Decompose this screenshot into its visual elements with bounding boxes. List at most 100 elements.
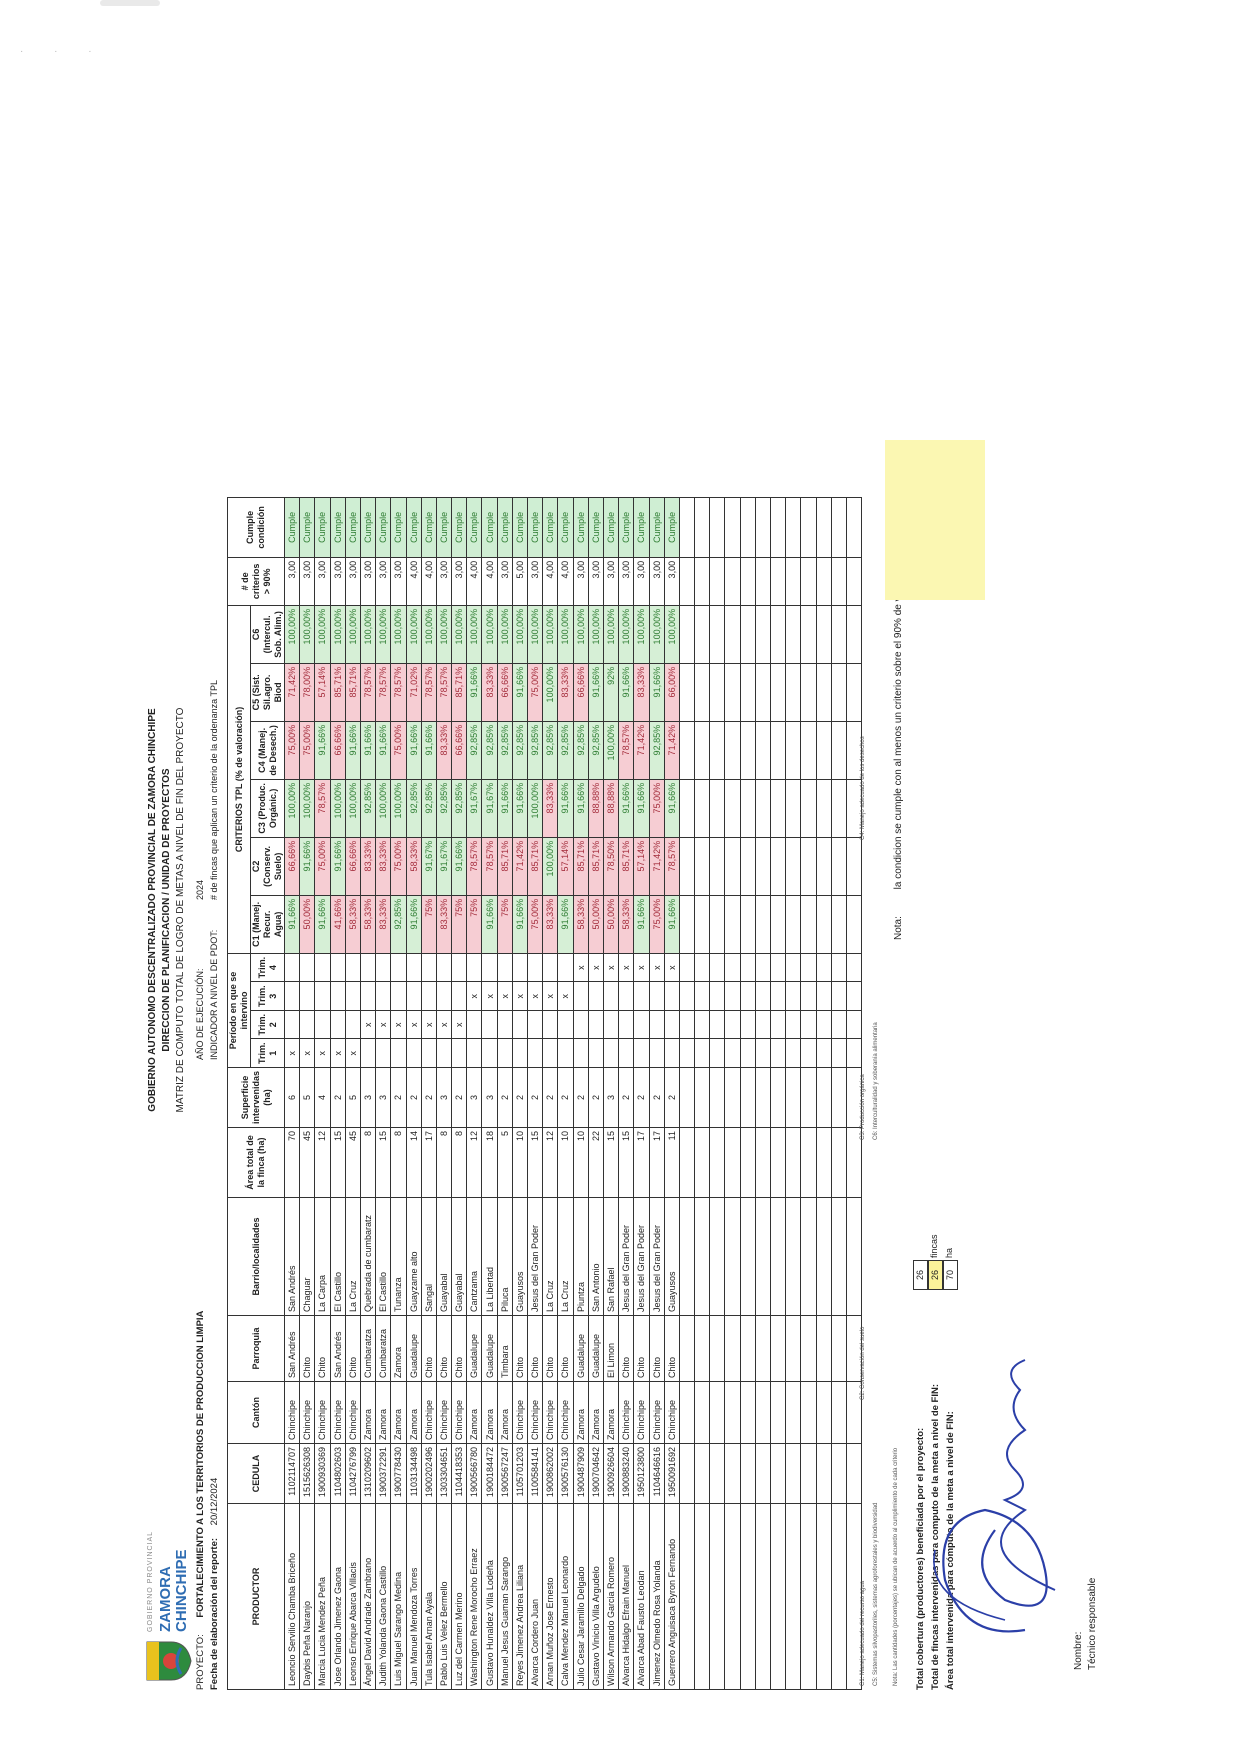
- empty-cell: [755, 779, 771, 838]
- empty-cell: [770, 557, 786, 606]
- empty-cell: [679, 1010, 695, 1039]
- empty-cell: [694, 1127, 710, 1198]
- cell-c3: 100,00%: [284, 779, 300, 838]
- condition-note: Nota: la condicion se cumple con al meno…: [893, 556, 904, 940]
- cell-t4: x: [633, 953, 649, 982]
- cell-par: Guadalupe: [573, 1315, 589, 1382]
- cell-t4: [375, 953, 391, 982]
- cell-c2: 78,57%: [466, 837, 482, 896]
- cell-t1: x: [345, 1038, 361, 1068]
- cell-c6: 100,00%: [588, 605, 604, 664]
- cell-c6: 100,00%: [406, 605, 422, 664]
- cell-n: 3,00: [633, 557, 649, 606]
- table-row: Tula Isabel Arnan Ayala 1900202496 Chinchi…: [421, 497, 437, 1690]
- col-superficie: Superficie intervenidas (ha): [227, 1067, 285, 1128]
- col-c6: C6 (Intercul. Sob. Alim.): [250, 605, 285, 664]
- cell-c2: 85,71%: [618, 837, 634, 896]
- cell-t2: x: [421, 1010, 437, 1039]
- cell-sup: 2: [330, 1067, 346, 1128]
- cell-c4: 92,85%: [527, 721, 543, 780]
- cell-area: 17: [633, 1127, 649, 1198]
- cell-ok: Cumple: [360, 497, 376, 558]
- empty-cell: [816, 1067, 832, 1128]
- cell-ok: Cumple: [618, 497, 634, 558]
- cell-t2: [633, 1010, 649, 1039]
- empty-cell: [755, 981, 771, 1011]
- name-label: Nombre:: [1073, 1631, 1084, 1670]
- cell-c5: 78,00%: [299, 663, 315, 722]
- legend-c1: C1: Manejo adecuado del recurso agua: [860, 1580, 866, 1686]
- empty-cell: [709, 1503, 725, 1690]
- cell-n: 3,00: [573, 557, 589, 606]
- cell-p: Jimenez Olmedo Rosa Yolanda: [649, 1503, 665, 1690]
- cell-area: 8: [451, 1127, 467, 1198]
- empty-cell: [709, 1197, 725, 1316]
- cell-t1: [649, 1038, 665, 1068]
- cell-c5: 66,00%: [664, 663, 680, 722]
- cell-c6: 100,00%: [375, 605, 391, 664]
- cell-t2: x: [451, 1010, 467, 1039]
- cell-c6: 100,00%: [573, 605, 589, 664]
- cell-ok: Cumple: [421, 497, 437, 558]
- cell-c4: 92,85%: [588, 721, 604, 780]
- cell-c3: 92,85%: [421, 779, 437, 838]
- cell-c5: 92%: [603, 663, 619, 722]
- empty-cell: [740, 1315, 756, 1382]
- cell-c3: 91,66%: [633, 779, 649, 838]
- cell-ok: Cumple: [512, 497, 528, 558]
- cell-par: Cumbaratza: [360, 1315, 376, 1382]
- col-productor: PRODUCTOR: [227, 1503, 285, 1690]
- empty-cell: [816, 895, 832, 954]
- table-row: Luis Miguel Sarango Medina 1900778430 Zamo…: [390, 497, 406, 1690]
- cell-c5: 78,57%: [421, 663, 437, 722]
- cell-c3: 92,85%: [451, 779, 467, 838]
- empty-cell: [785, 1038, 801, 1068]
- cell-ok: Cumple: [390, 497, 406, 558]
- cell-t3: [406, 981, 422, 1011]
- cell-t1: [421, 1038, 437, 1068]
- cell-c2: 91,66%: [330, 837, 346, 896]
- cell-c6: 100,00%: [497, 605, 513, 664]
- empty-cell: [709, 1127, 725, 1198]
- cell-t4: [481, 953, 498, 982]
- cell-n: 4,00: [406, 557, 422, 606]
- cell-ced: 1900487909: [573, 1443, 589, 1504]
- cell-c5: 91,66%: [588, 663, 604, 722]
- cell-p: Alvarca Cordero Juan: [527, 1503, 543, 1690]
- cell-bar: La Cruz: [345, 1197, 361, 1316]
- cell-area: 10: [512, 1127, 528, 1198]
- cell-n: 3,00: [390, 557, 406, 606]
- empty-cell: [785, 557, 801, 606]
- cell-p: Pablo Luis Velez Bermello: [436, 1503, 452, 1690]
- empty-cell: [800, 837, 817, 896]
- cell-t3: [375, 981, 391, 1011]
- cell-ok: Cumple: [314, 497, 331, 558]
- empty-cell: [785, 1127, 801, 1198]
- empty-cell: [785, 721, 801, 780]
- cell-sup: 2: [557, 1067, 574, 1128]
- table-row: Alvarca Hidalgo Efrain Manuel 1900883240 C…: [618, 497, 634, 1690]
- empty-cell: [755, 1315, 771, 1382]
- cell-t1: x: [330, 1038, 346, 1068]
- empty-cell: [770, 837, 786, 896]
- cell-p: Juan Manuel Mendoza Torres: [406, 1503, 422, 1690]
- cell-c6: 100,00%: [512, 605, 528, 664]
- cell-c1: 58,33%: [618, 895, 634, 954]
- empty-cell: [831, 837, 847, 896]
- cell-bar: Guayabal: [436, 1197, 452, 1316]
- table-row: Wilson Armando Garcia Romero 1900926604 Za…: [603, 497, 619, 1690]
- empty-cell: [770, 1038, 786, 1068]
- empty-cell: [755, 953, 771, 982]
- empty-cell: [816, 1503, 832, 1690]
- cell-ced: 1900704642: [588, 1443, 604, 1504]
- cell-t4: [436, 953, 452, 982]
- cell-p: Arnan Muñoz Jose Ernesto: [542, 1503, 558, 1690]
- cell-c6: 100,00%: [603, 605, 619, 664]
- empty-cell: [831, 779, 847, 838]
- cell-par: Chito: [436, 1315, 452, 1382]
- cell-t1: [375, 1038, 391, 1068]
- empty-cell: [694, 895, 710, 954]
- cell-t3: x: [542, 981, 558, 1011]
- empty-cell: [785, 497, 801, 558]
- table-row: Leoncio Servilio Chamba Briceño 110211470…: [284, 497, 300, 1690]
